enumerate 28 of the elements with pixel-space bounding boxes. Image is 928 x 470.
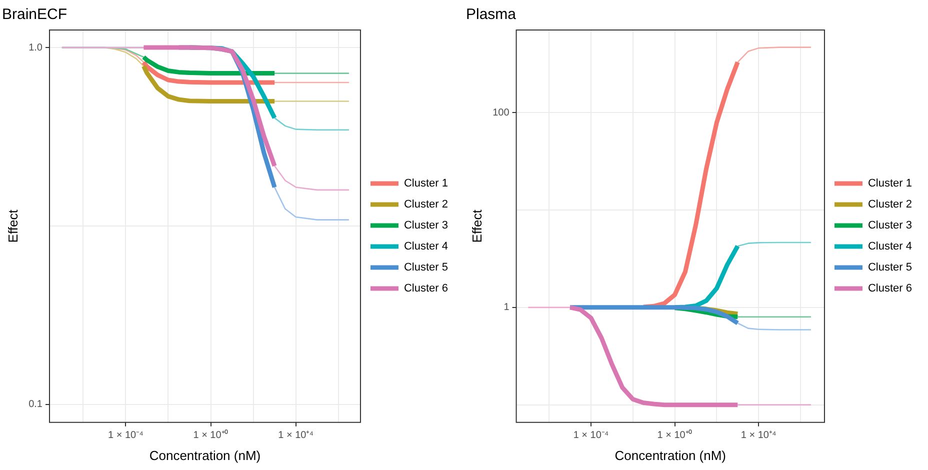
x-tick-label: 1 × 10⁺⁴: [278, 430, 314, 442]
y-axis-title: Effect: [5, 209, 20, 243]
y-tick-label: 0.1: [28, 399, 43, 410]
y-tick-label: 1: [504, 302, 510, 314]
chart-title: Plasma: [466, 6, 517, 24]
legend-label: Cluster 5: [404, 262, 448, 274]
legend-label: Cluster 5: [868, 262, 912, 274]
x-axis-title: Concentration (nM): [614, 448, 726, 463]
x-axis-title: Concentration (nM): [149, 448, 261, 463]
y-axis-title: Effect: [469, 209, 484, 243]
chart-title: BrainECF: [2, 6, 68, 24]
legend-label: Cluster 4: [868, 240, 912, 253]
x-tick-label: 1 × 10⁺⁰: [657, 429, 692, 442]
legend-label: Cluster 4: [404, 240, 448, 253]
legend-label: Cluster 1: [868, 178, 912, 190]
x-tick-label: 1 × 10⁻⁴: [108, 430, 144, 442]
legend-label: Cluster 6: [404, 282, 448, 295]
y-tick-label: 1.0: [28, 42, 43, 54]
legend-label: Cluster 1: [404, 178, 448, 190]
x-tick-label: 1 × 10⁻⁴: [573, 430, 609, 442]
legend-label: Cluster 2: [404, 198, 448, 211]
legend-label: Cluster 6: [868, 282, 912, 295]
y-tick-label: 100: [492, 107, 510, 118]
legend-label: Cluster 3: [868, 220, 912, 232]
x-tick-label: 1 × 10⁺⁰: [193, 429, 228, 442]
legend-label: Cluster 2: [868, 198, 912, 211]
legend-label: Cluster 3: [404, 220, 448, 232]
x-tick-label: 1 × 10⁺⁴: [740, 430, 776, 442]
